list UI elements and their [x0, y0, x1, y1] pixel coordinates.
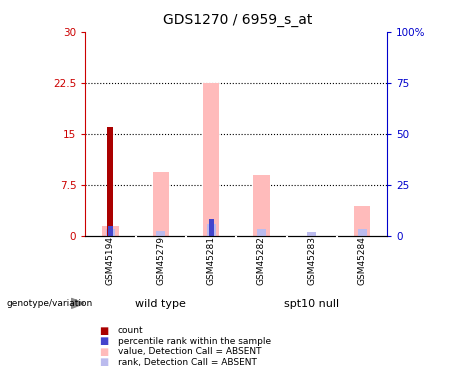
- Bar: [354, 206, 370, 236]
- Bar: [108, 226, 113, 236]
- Bar: [257, 230, 266, 236]
- Bar: [203, 83, 219, 236]
- Text: ■: ■: [99, 347, 108, 357]
- Text: GSM45284: GSM45284: [358, 236, 366, 285]
- Text: ■: ■: [99, 326, 108, 336]
- Text: rank, Detection Call = ABSENT: rank, Detection Call = ABSENT: [118, 358, 256, 367]
- Text: percentile rank within the sample: percentile rank within the sample: [118, 337, 271, 346]
- Bar: [107, 127, 113, 236]
- Bar: [207, 224, 216, 236]
- Text: value, Detection Call = ABSENT: value, Detection Call = ABSENT: [118, 347, 261, 356]
- Text: genotype/variation: genotype/variation: [7, 298, 93, 307]
- Text: GSM45281: GSM45281: [207, 236, 216, 285]
- Bar: [208, 219, 213, 236]
- Text: GSM45282: GSM45282: [257, 236, 266, 285]
- Text: spt10 null: spt10 null: [284, 299, 339, 309]
- Text: ■: ■: [99, 336, 108, 346]
- Bar: [358, 230, 366, 236]
- Bar: [106, 230, 115, 236]
- Polygon shape: [71, 298, 84, 308]
- Text: count: count: [118, 326, 143, 335]
- Text: GDS1270 / 6959_s_at: GDS1270 / 6959_s_at: [163, 13, 312, 27]
- Bar: [102, 226, 118, 236]
- Text: GSM45194: GSM45194: [106, 236, 115, 285]
- Text: GSM45279: GSM45279: [156, 236, 165, 285]
- Bar: [307, 232, 316, 236]
- Bar: [153, 171, 169, 236]
- Bar: [253, 175, 270, 236]
- Text: ■: ■: [99, 357, 108, 367]
- Text: GSM45283: GSM45283: [307, 236, 316, 285]
- Text: wild type: wild type: [136, 299, 186, 309]
- Bar: [156, 231, 165, 236]
